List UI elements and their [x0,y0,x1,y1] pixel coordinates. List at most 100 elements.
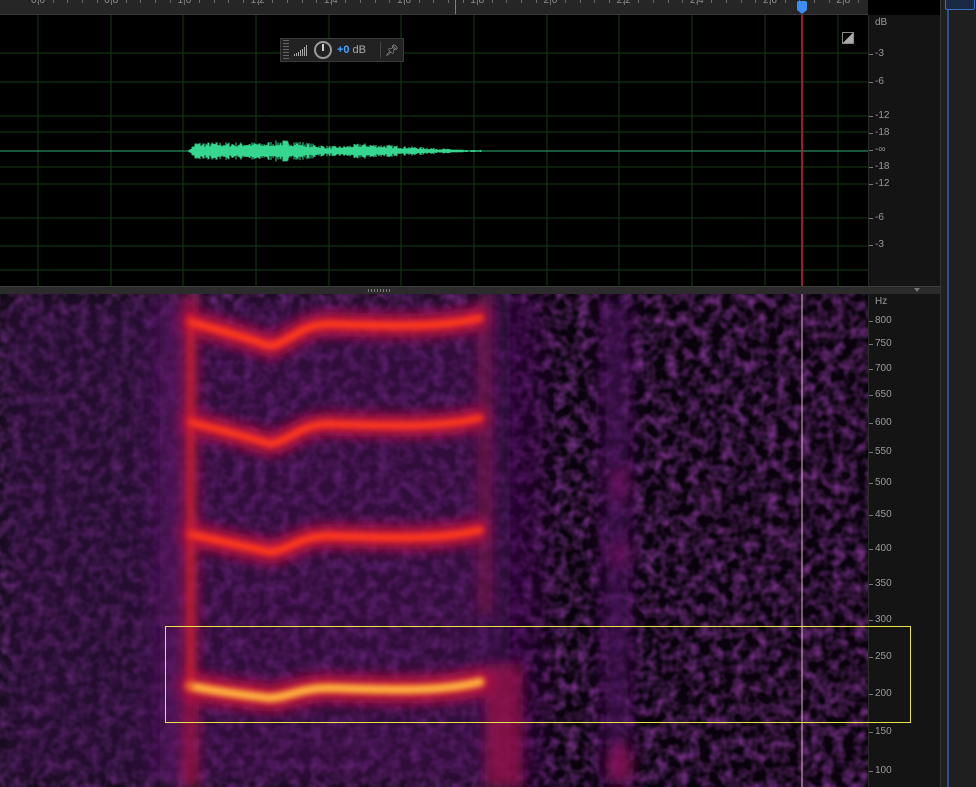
db-scale-tick [869,150,873,151]
panel-edge-highlight [947,0,949,787]
ruler-tick-mark [360,0,362,3]
ruler-tick-mark [594,0,596,3]
db-scale-tick [869,54,873,55]
ruler-tick-mark [608,0,610,3]
late-blob [608,540,632,568]
harmonic-highlight [188,680,482,701]
db-scale-tick [869,167,873,168]
ruler-tick-mark [374,0,376,3]
ruler-tick-mark [81,0,83,3]
ruler-tick-mark [301,0,303,3]
ruler-tick-mark [696,0,698,5]
ruler-tick-mark [155,0,157,3]
ruler-tick-mark [125,0,127,3]
ruler-tick-mark [770,0,771,5]
onset-core [187,314,194,694]
hz-scale-tick [869,423,873,424]
db-unit-label: dB [875,17,888,28]
hz-scale-tick [869,483,873,484]
ruler-tick-mark [96,0,98,3]
gain-value[interactable]: +0 [337,44,350,56]
ruler-tick-mark [843,0,845,5]
pin-icon[interactable]: 📌︎ [385,44,399,57]
panel-toggle-button[interactable] [945,0,975,10]
waveform-canvas [0,15,868,286]
ruler-tick-mark [638,0,640,3]
ruler-tick-mark [404,0,405,5]
waveform-trace [188,140,482,162]
hz-scale-label: 500 [875,477,892,488]
hud-grip-icon[interactable] [283,40,289,60]
ruler-tick-mark [272,0,274,3]
waveform-panel[interactable] [0,15,868,286]
hz-scale-label: 200 [875,688,892,699]
level-meter-icon [294,45,307,56]
offset-column [478,294,492,614]
ruler-tick-mark [755,0,757,3]
hz-scale-label: 700 [875,363,892,374]
hz-scale-tick [869,515,873,516]
hz-scale-tick [869,452,873,453]
ruler-tick-mark [52,0,54,3]
ruler-tick-mark [579,0,581,3]
hz-scale-label: 400 [875,543,892,554]
ruler-tick-mark [740,0,742,3]
hz-scale-tick [869,694,873,695]
ruler-tick-mark [667,0,669,3]
ruler-tick-mark [623,0,625,5]
ruler-tick-mark [550,0,552,5]
ruler-tick-mark [228,0,230,3]
ruler-tick-mark [535,0,537,3]
ruler-tick-mark [418,0,420,3]
db-scale-tick [869,133,873,134]
ruler-tick-mark [857,0,859,3]
hz-scale-tick [869,771,873,772]
hz-scale-tick [869,321,873,322]
ruler-tick-mark [67,0,69,3]
hz-scale-label: 350 [875,578,892,589]
late-blob [608,466,632,502]
chevron-down-icon[interactable] [914,288,920,292]
ruler-tick-mark [242,0,244,3]
ruler-tick-mark [38,0,39,5]
hz-scale-label: 250 [875,651,892,662]
zoom-toggle-icon[interactable] [842,32,854,44]
late-blob [606,744,634,784]
ruler-tick-mark [140,0,142,3]
playhead-handle[interactable] [797,1,807,14]
time-ruler[interactable]: 0.60.81.01.21.41.61.82.02.22.42.62.8 [0,0,868,15]
hz-scale-tick [869,344,873,345]
right-panel-edge [940,0,976,787]
db-scale-label: -18 [875,161,890,172]
hz-scale-label: 100 [875,765,892,776]
db-scale-label: -3 [875,239,884,250]
gain-hud[interactable]: +0 dB 📌︎ [280,38,404,62]
spectral-display[interactable] [0,294,868,787]
harmonic-core [186,526,484,556]
harmonic-core [186,314,484,350]
gain-knob-icon[interactable] [314,41,332,59]
db-scale-tick [869,82,873,83]
ruler-tick-mark [345,0,347,3]
divider-grip-icon[interactable] [368,289,392,292]
ruler-tick-mark [286,0,288,3]
ruler-tick-mark [169,0,171,3]
hz-scale-label: 600 [875,417,892,428]
hz-scale-tick [869,549,873,550]
spectral-haze [0,294,160,787]
ruler-tick-mark [389,0,391,3]
ruler-tick-mark [491,0,493,3]
gain-unit: dB [352,44,367,56]
db-scale-label: -12 [875,110,890,121]
ruler-tick-mark [521,0,523,3]
db-scale-label: -3 [875,48,884,59]
amplitude-scale[interactable]: dB -3 -6 -12 -18 -∞ -18 -12 -6 -3 [868,15,941,286]
ruler-tick-mark [316,0,318,3]
ruler-tick-mark [828,0,830,3]
hz-unit-label: Hz [875,296,888,307]
ruler-tick-mark [199,0,201,3]
hz-scale-tick [869,369,873,370]
ruler-tick-mark [184,0,186,5]
frequency-scale[interactable]: Hz 800 750 700 650 600 550 500 450 400 350 300 250 2… [868,294,941,787]
hz-scale-label: 550 [875,446,892,457]
